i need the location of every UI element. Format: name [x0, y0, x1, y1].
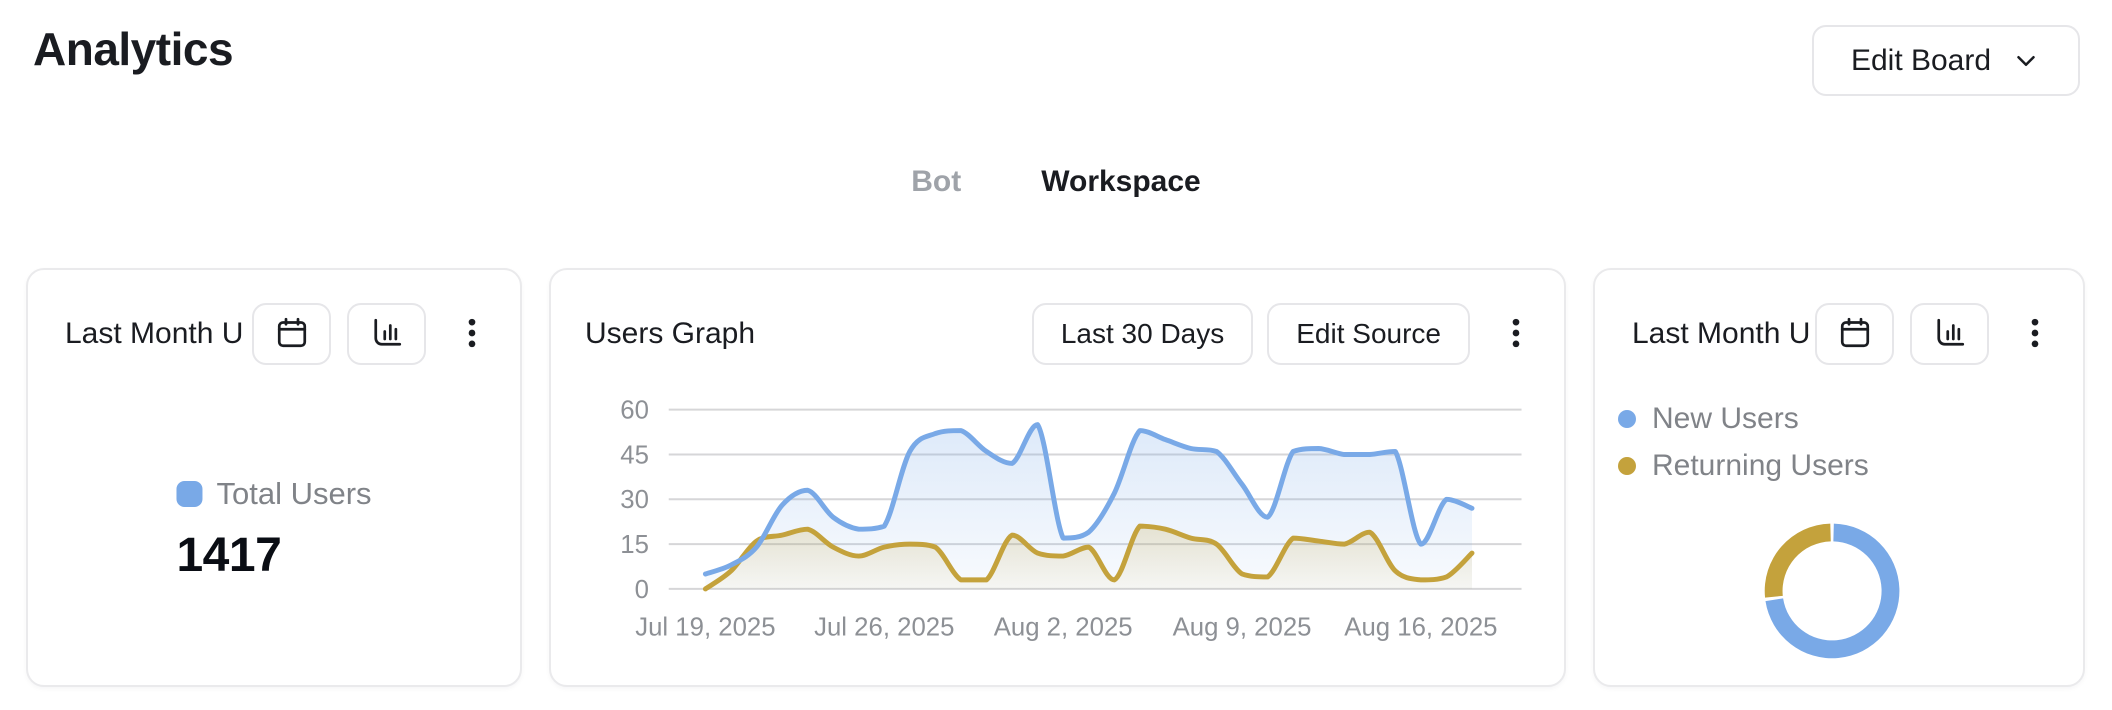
kebab-icon [2015, 313, 2055, 356]
edit-board-label: Edit Board [1850, 43, 1992, 77]
svg-text:Aug 2, 2025: Aug 2, 2025 [994, 613, 1133, 641]
svg-text:60: 60 [620, 397, 649, 425]
svg-text:Jul 19, 2025: Jul 19, 2025 [635, 613, 775, 641]
calendar-icon [274, 315, 310, 354]
total-users-value: 1417 [176, 529, 282, 582]
svg-text:15: 15 [620, 531, 649, 559]
returning-users-legend-dot [1618, 457, 1636, 475]
kebab-menu-button[interactable] [1494, 303, 1538, 365]
edit-board-button[interactable]: Edit Board [1812, 25, 2080, 96]
bar-chart-button[interactable] [1910, 303, 1989, 365]
users-graph-card-header: Users Graph Last 30 Days Edit Source [585, 303, 1538, 365]
calendar-icon [1837, 315, 1873, 354]
total-users-card-header: Last Month Users [65, 303, 494, 365]
user-split-donut-chart [1764, 523, 1900, 659]
user-split-card: Last Month Users [1593, 268, 2085, 687]
calendar-button[interactable] [252, 303, 331, 365]
tab-workspace[interactable]: Workspace [1041, 165, 1201, 198]
kebab-menu-button[interactable] [2013, 303, 2057, 365]
svg-text:0: 0 [635, 576, 649, 604]
kebab-icon [1496, 313, 1536, 356]
tab-bot[interactable]: Bot [911, 165, 962, 198]
bar-chart-icon [1932, 315, 1968, 354]
user-split-legend: New Users Returning Users [1618, 402, 1869, 496]
total-users-legend-dot [176, 481, 203, 507]
kebab-menu-button[interactable] [450, 303, 494, 365]
page-title: Analytics [33, 23, 234, 75]
legend-item-new-users: New Users [1618, 402, 1869, 436]
users-graph-card: 0 15 30 45 60 Jul 19, 2025 Jul 26, 2025 Aug 2, … [549, 268, 1566, 687]
user-split-card-title: Last Month Users [1632, 317, 1809, 350]
new-users-legend-dot [1618, 410, 1636, 428]
chevron-down-icon [2011, 46, 2041, 76]
users-graph-card-title: Users Graph [585, 317, 756, 350]
svg-text:45: 45 [620, 441, 649, 469]
svg-text:Aug 9, 2025: Aug 9, 2025 [1173, 613, 1312, 641]
svg-text:30: 30 [620, 486, 649, 514]
calendar-button[interactable] [1815, 303, 1894, 365]
total-users-card-title: Last Month Users [65, 317, 242, 350]
kebab-icon [452, 313, 492, 356]
bar-chart-button[interactable] [347, 303, 426, 365]
edit-source-button[interactable]: Edit Source [1267, 303, 1470, 365]
svg-text:Jul 26, 2025: Jul 26, 2025 [814, 613, 954, 641]
returning-users-legend-label: Returning Users [1652, 449, 1869, 482]
tab-bar: Bot Workspace [0, 160, 2112, 204]
total-users-legend: Total Users [176, 476, 372, 512]
user-split-card-header: Last Month Users [1632, 303, 2057, 365]
bar-chart-icon [369, 315, 405, 354]
svg-text:Aug 16, 2025: Aug 16, 2025 [1344, 613, 1497, 641]
new-users-legend-label: New Users [1652, 402, 1799, 435]
legend-item-returning-users: Returning Users [1618, 449, 1869, 483]
users-graph-chart: 0 15 30 45 60 Jul 19, 2025 Jul 26, 2025 Aug 2, … [620, 397, 1522, 641]
total-users-legend-label: Total Users [216, 476, 372, 511]
total-users-stat: Total Users 1417 [176, 476, 372, 583]
date-range-button[interactable]: Last 30 Days [1031, 303, 1254, 365]
total-users-card: Last Month Users [26, 268, 522, 687]
